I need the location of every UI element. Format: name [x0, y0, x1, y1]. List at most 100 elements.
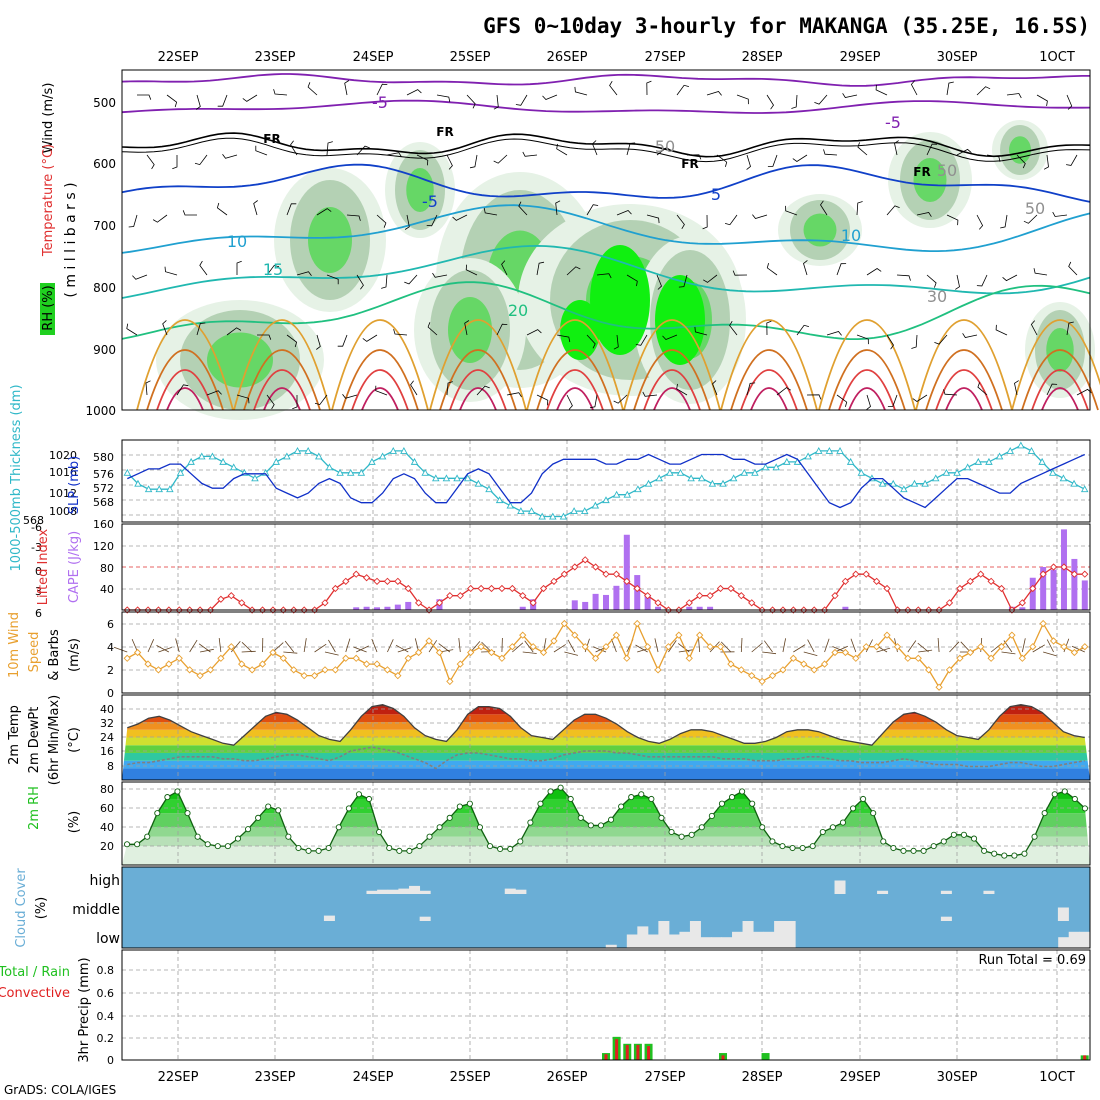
rh-point	[930, 843, 937, 850]
convective-bar	[625, 1044, 629, 1060]
wind-barb	[740, 637, 743, 653]
cape-bar	[374, 607, 381, 610]
lifted-index-point	[394, 577, 402, 585]
wind-barb	[113, 646, 128, 653]
rh-point	[1001, 852, 1008, 859]
temp-contour	[925, 349, 1003, 411]
lifted-index-point	[643, 592, 652, 600]
y-tick-label: 120	[93, 540, 114, 553]
wind-barb	[362, 334, 378, 342]
rh-region	[308, 207, 352, 273]
wind-barb	[164, 266, 178, 276]
convective-bar	[1083, 1055, 1087, 1060]
temp-contour	[243, 349, 321, 411]
wind-barb	[176, 384, 189, 396]
thickness-point	[985, 457, 993, 465]
wind-barb	[346, 214, 361, 221]
temp-band	[122, 737, 1090, 746]
cloud-level-label: high	[89, 873, 120, 889]
lifted-index-point	[883, 584, 891, 593]
cloud-bar	[732, 931, 744, 948]
wind-barb	[337, 334, 348, 347]
thickness-point	[644, 479, 653, 487]
wind-barb	[1021, 638, 1026, 653]
temp-contour	[546, 369, 604, 411]
wind-speed-point	[1081, 643, 1089, 651]
lifted-index-point	[435, 599, 444, 607]
thickness-point	[1059, 474, 1068, 482]
lifted-index-point	[550, 577, 558, 585]
cape-bar	[1071, 558, 1078, 610]
contour-label: 10	[841, 226, 861, 245]
lifted-index-point	[383, 577, 392, 585]
wind-barb	[702, 274, 718, 283]
wind-speed-point	[477, 643, 485, 651]
wind-barb	[416, 154, 429, 166]
wind-barb	[147, 639, 155, 653]
cloud-bar	[784, 921, 796, 948]
thickness-point	[729, 474, 738, 482]
lifted-index-point	[352, 570, 360, 578]
rh-point	[920, 847, 927, 854]
temp-contour	[838, 369, 896, 411]
temp-area	[122, 704, 1090, 780]
cloud-bar	[626, 934, 638, 948]
x-bottom-label: 27SEP	[645, 1070, 686, 1085]
wind-speed-point	[852, 654, 860, 662]
wind-barb	[217, 94, 228, 107]
thickness-point	[900, 485, 908, 493]
cloud-bar	[940, 916, 952, 921]
temp-band	[122, 752, 1090, 761]
wind-barb	[803, 260, 808, 276]
wind-barb	[501, 260, 508, 276]
wind-barb	[732, 270, 748, 276]
wind-speed-point	[841, 648, 850, 657]
wind-barb	[381, 274, 388, 289]
wind-barb	[375, 385, 388, 396]
wind-barb	[823, 149, 838, 156]
wind-barb	[1023, 214, 1038, 224]
wind-barb	[1068, 261, 1078, 276]
lifted-index-point	[706, 592, 714, 600]
wind-barb	[196, 322, 206, 336]
wind-barb	[592, 140, 598, 156]
thickness-point	[134, 479, 142, 487]
rh-point	[174, 788, 181, 795]
wind-barb	[785, 205, 798, 216]
y-tick-label: 32	[100, 717, 114, 730]
wind-barb	[152, 214, 168, 223]
wind-barb	[316, 208, 332, 216]
thickness-point	[527, 507, 536, 515]
thickness-point	[187, 457, 195, 465]
wind-speed-point	[165, 660, 173, 668]
cloud-bar	[700, 937, 712, 948]
temp-contour	[1041, 387, 1079, 411]
wind-speed-point	[560, 619, 569, 628]
wind-barb	[483, 207, 498, 216]
wind-speed-point	[248, 666, 256, 674]
contour-label: 30	[927, 287, 947, 306]
rh-point	[1041, 810, 1048, 817]
contour-label: 5	[711, 185, 721, 204]
axis-label: 10m Wind	[7, 612, 22, 678]
rh-point	[970, 835, 978, 842]
wind-speed-point	[290, 666, 298, 674]
wind-barb	[894, 140, 899, 156]
rh-point	[396, 847, 403, 854]
cloud-bar	[419, 890, 431, 894]
wind-speed-point	[820, 660, 829, 668]
wind-barb	[493, 154, 508, 164]
wind-speed-point	[748, 672, 756, 680]
wind-barb	[342, 394, 358, 399]
lifted-index-point	[1039, 570, 1047, 578]
thickness-point	[378, 452, 387, 460]
freezing-contour	[121, 137, 1091, 163]
lifted-index-point	[404, 584, 412, 593]
wind-speed-point	[227, 643, 235, 651]
right-axis-label: CAPE (J/kg)	[67, 531, 82, 603]
wind-speed-point	[716, 643, 725, 651]
wind-barb	[766, 94, 774, 110]
thickness-point	[634, 485, 642, 493]
wind-speed-point	[467, 648, 475, 657]
cloud-bar	[515, 889, 527, 894]
